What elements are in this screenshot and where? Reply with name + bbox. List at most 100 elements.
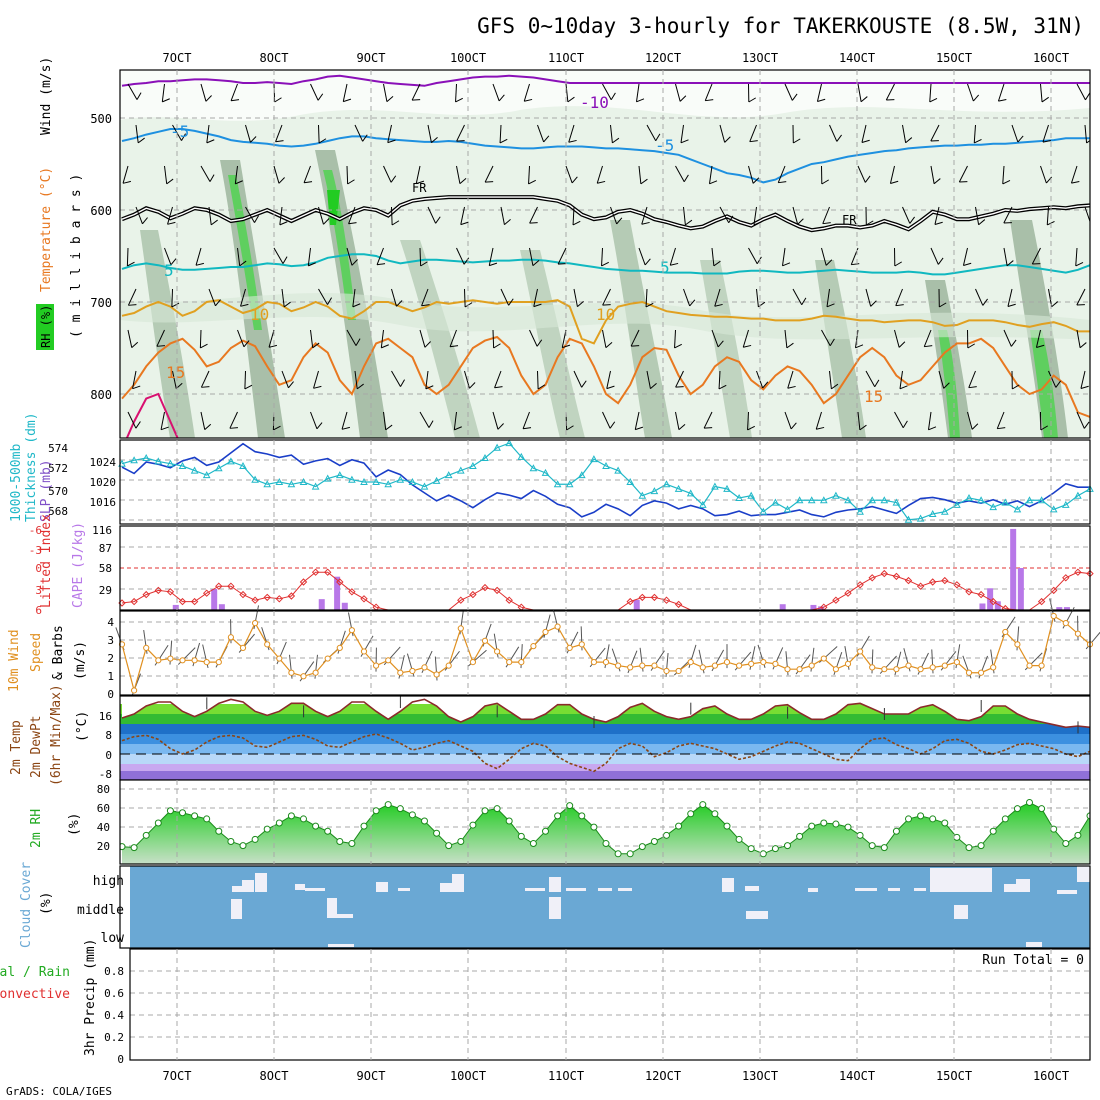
rh-point [687,810,695,818]
x-tick-bottom: 12OCT [645,1069,681,1083]
barb-shaft [822,206,830,224]
contour-label-m10: -10 [580,93,609,112]
barb-flag [670,262,679,266]
thickness-point [1013,505,1022,513]
barb-shaft [411,83,421,101]
wind-barb [865,288,877,307]
thickness-point [348,475,356,483]
barb-flag [543,135,550,143]
wind-barb [522,411,532,430]
svg-text:80: 80 [97,783,110,796]
barb-flag [275,140,284,143]
thickness-point [832,491,840,499]
barb-shaft [718,370,721,390]
x-tick-top: 12OCT [645,51,681,65]
barb-flag [536,339,543,347]
barb-shaft [635,83,640,102]
barb-flag [348,222,357,225]
rh-point [517,832,525,840]
barb-flag [170,258,177,266]
barb-flag [816,426,825,430]
barb-flag [313,385,322,389]
barb-shaft [234,165,238,184]
barb-flag [709,180,718,185]
wind-barb [894,329,906,348]
wind-barb [415,165,425,185]
wind-barb [784,329,794,349]
wind-speed-point [578,641,585,648]
wind-barb [281,288,291,308]
barb-flag [713,260,721,267]
wind-barb [387,124,396,144]
barb-flag [705,99,714,102]
thickness-point [323,474,332,482]
slp-thickness-panel: 574 572 570 568 1024 1020 1016 1000-500m… [9,412,1094,525]
wind-barb [902,206,915,224]
rh-point [578,812,586,820]
svg-text:0.8: 0.8 [104,965,124,978]
wind-barb [777,165,787,184]
barb-flag [866,220,874,226]
barb-flag [609,421,616,429]
x-tick-top: 10OCT [450,51,486,65]
barb-flag [934,221,943,226]
x-tick-bottom: 10OCT [450,1069,486,1083]
barb-flag [972,94,980,102]
rh-point [348,840,356,848]
barb-shaft [784,411,792,430]
precip-y-axis: 0.8 0.6 0.4 0.2 0 [104,965,124,1066]
wind-barb [537,370,546,390]
thickness-point [735,493,743,501]
barb-flag [167,221,176,225]
wind-barb [1042,124,1051,143]
barb-flag [1085,92,1090,101]
cloud-y-axis: high middle low [77,874,124,946]
cape-bar [334,576,341,610]
barb-shaft [200,165,211,182]
wind-barb [281,370,294,389]
wind-barb [310,83,324,101]
rh-point [324,827,332,835]
barb-flag [859,424,867,431]
barb-flag [635,426,644,431]
lifted-index-point [505,596,513,604]
thickness-point [698,500,707,508]
rh-point [275,819,283,827]
barb-shaft [122,165,129,184]
barb-shaft [714,288,721,307]
barb-shaft [156,329,165,347]
barb-flag [943,382,950,389]
barb-shaft [167,206,173,225]
lifted-index-point [904,576,913,585]
wind-barb [638,247,651,266]
wind-barb [938,288,947,308]
barb-flag [612,137,620,144]
barb-flag [235,180,243,185]
barb-shaft [127,411,137,429]
barb-shaft [787,370,794,389]
barb-shaft [456,247,465,265]
thickness-point [940,507,949,515]
wind-barb [675,165,689,183]
temp-contour--5 [121,128,1090,184]
barb-flag [680,139,689,144]
wind-barb [894,247,902,267]
wind-barb [354,124,368,142]
barb-shaft [200,83,207,102]
wind-barb [208,288,221,307]
barb-flag [685,219,693,226]
thickness-point [360,477,368,485]
wind-barb [354,370,364,390]
barb-flag [390,175,397,183]
x-tick-top: 16OCT [1033,51,1069,65]
temp-mask [122,696,1090,728]
barb-flag [968,386,977,389]
barb-shaft [492,329,495,349]
barb-flag [206,139,215,144]
barb-flag [982,298,988,306]
thickness-point [456,466,465,474]
barb-flag [572,220,581,226]
barb-shaft [1048,288,1053,307]
wind-barb [455,83,463,103]
barb-shaft [1003,206,1013,224]
